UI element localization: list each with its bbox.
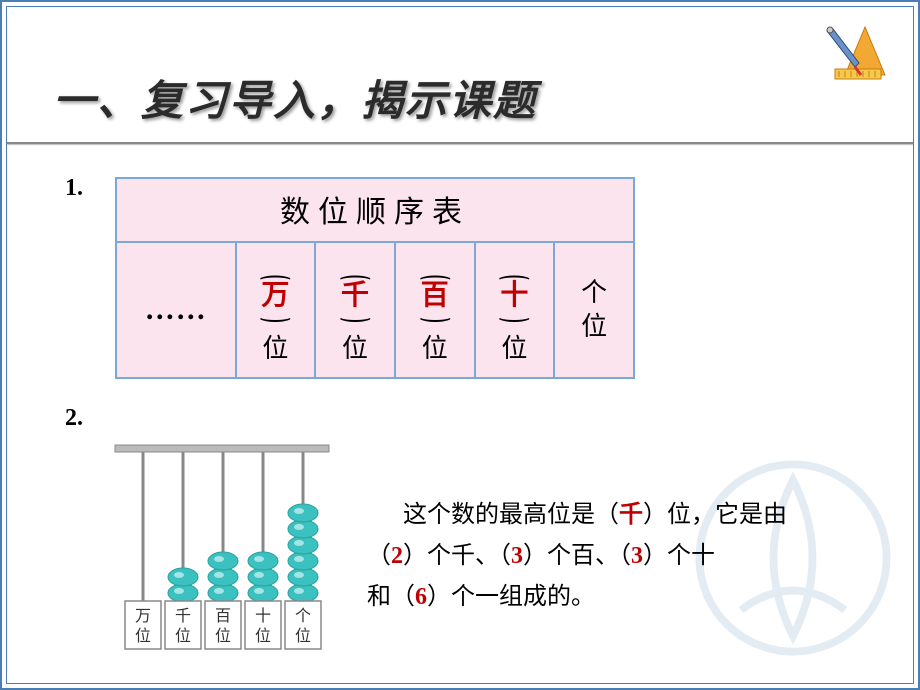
abacus-figure: 万位千位百位十位个位 [107, 439, 337, 664]
tools-icon [815, 25, 887, 92]
svg-text:位: 位 [135, 627, 151, 645]
slide-title: 一、复习导入，揭示课题 [53, 67, 537, 128]
slide-frame: 一、复习导入，揭示课题 1. 2. 数位顺序表 …… ⌢ 万 ⌣ 位 ⌢ [0, 0, 920, 690]
svg-text:十: 十 [255, 607, 271, 625]
table-row: …… ⌢ 万 ⌣ 位 ⌢ 千 ⌣ 位 [115, 243, 635, 379]
cell-qian: ⌢ 千 ⌣ 位 [316, 243, 396, 379]
table-header: 数位顺序表 [115, 177, 635, 243]
svg-text:位: 位 [175, 627, 191, 645]
svg-text:位: 位 [295, 627, 311, 645]
svg-text:万: 万 [135, 608, 151, 625]
cell-bai: ⌢ 百 ⌣ 位 [396, 243, 476, 379]
item-number-1: 1. [65, 175, 83, 202]
svg-text:个: 个 [295, 607, 311, 625]
fill-blank-sentence: 这个数的最高位是（千）位，它是由 （2）个千、（3）个百、（3）个十 和（6）个… [367, 495, 897, 617]
svg-text:位: 位 [255, 627, 271, 645]
item-number-2: 2. [65, 405, 83, 432]
cell-shi: ⌢ 十 ⌣ 位 [476, 243, 556, 379]
svg-text:千: 千 [175, 607, 191, 625]
place-value-table: 数位顺序表 …… ⌢ 万 ⌣ 位 ⌢ 千 ⌣ 位 [115, 177, 635, 379]
slide-inner: 一、复习导入，揭示课题 1. 2. 数位顺序表 …… ⌢ 万 ⌣ 位 ⌢ [6, 6, 914, 684]
cell-ge: 个 位 [555, 243, 635, 379]
cell-ellipsis: …… [117, 243, 237, 379]
svg-text:百: 百 [215, 608, 231, 625]
svg-text:位: 位 [215, 627, 231, 645]
divider [7, 142, 913, 144]
cell-wan: ⌢ 万 ⌣ 位 [237, 243, 317, 379]
